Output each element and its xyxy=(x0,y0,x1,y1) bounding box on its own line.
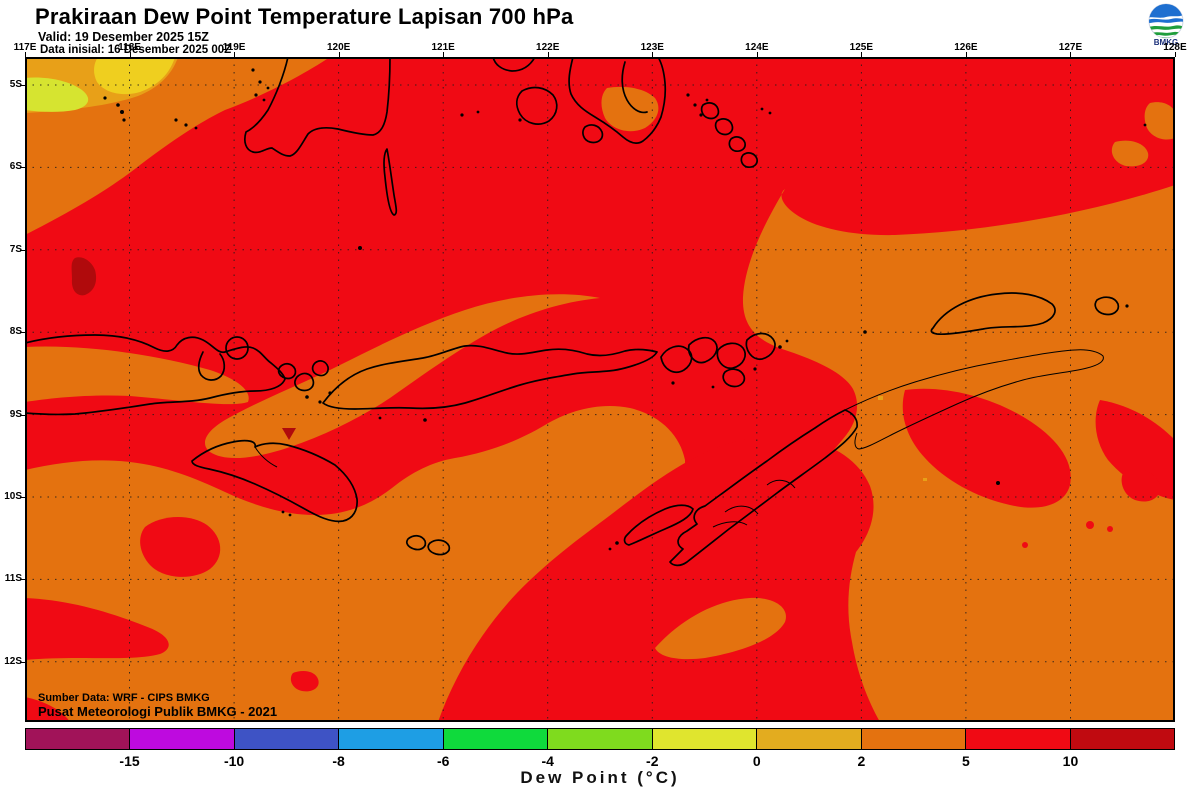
lon-tick-118E xyxy=(129,52,131,57)
colorbar-tick--2: -2 xyxy=(646,753,659,769)
lon-tick-126E xyxy=(965,52,967,57)
lon-tick-120E xyxy=(338,52,340,57)
lat-tick-9S xyxy=(20,414,25,416)
lon-label-125E: 125E xyxy=(849,42,874,53)
lon-label-128E: 128E xyxy=(1163,42,1187,53)
lon-label-126E: 126E xyxy=(954,42,978,53)
lon-tick-124E xyxy=(756,52,758,57)
lon-label-121E: 121E xyxy=(431,42,455,53)
colorbar-tick-0: 0 xyxy=(752,753,761,769)
colorbar-cell-0 xyxy=(26,729,131,749)
lon-label-118E: 118E xyxy=(118,42,141,53)
weather-map xyxy=(25,57,1175,722)
lon-label-119E: 119E xyxy=(222,42,246,53)
lon-label-122E: 122E xyxy=(536,42,560,53)
colorbar-cell-3 xyxy=(339,729,444,749)
contour-darkred-spots xyxy=(71,257,296,440)
colorbar-tick--10: -10 xyxy=(223,753,245,769)
contour-yellow-patch xyxy=(94,57,175,95)
lon-tick-117E xyxy=(25,52,26,57)
islet-specks xyxy=(103,68,1147,551)
colorbar-tick-10: 10 xyxy=(1062,753,1079,769)
lon-label-120E: 120E xyxy=(326,42,351,53)
lat-tick-11S xyxy=(20,579,25,581)
lon-tick-125E xyxy=(861,52,863,57)
lat-tick-12S xyxy=(20,661,25,663)
colorbar-cell-10 xyxy=(1070,729,1174,749)
lon-tick-119E xyxy=(234,52,236,57)
lon-tick-122E xyxy=(547,52,549,57)
data-source-label: Sumber Data: WRF - CIPS BMKG xyxy=(38,692,210,704)
colorbar-tick-5: 5 xyxy=(962,753,970,769)
lat-tick-10S xyxy=(20,497,25,498)
colorbar-tick-2: 2 xyxy=(857,753,866,769)
colorbar xyxy=(25,728,1175,750)
colorbar-tick--6: -6 xyxy=(436,753,450,769)
colorbar-cell-4 xyxy=(443,729,549,749)
colorbar-cell-2 xyxy=(234,729,340,749)
lon-label-117E: 117E xyxy=(13,42,37,53)
colorbar-cell-8 xyxy=(861,729,967,749)
contour-yellowgreen-patch xyxy=(25,77,89,112)
lon-tick-127E xyxy=(1070,52,1072,57)
map-border xyxy=(25,57,1175,722)
lon-label-127E: 127E xyxy=(1058,42,1083,53)
lon-label-123E: 123E xyxy=(640,42,664,53)
colorbar-cell-5 xyxy=(548,729,653,749)
lat-label-7S: 7S xyxy=(9,243,22,255)
lon-label-124E: 124E xyxy=(745,42,769,53)
colorbar-cell-1 xyxy=(130,729,235,749)
lon-tick-128E xyxy=(1174,52,1176,57)
bmkg-logo-icon xyxy=(1143,2,1189,48)
lat-tick-6S xyxy=(20,167,25,169)
colorbar-cell-7 xyxy=(757,729,862,749)
contour-orange-wedge xyxy=(655,597,786,660)
lat-label-9S: 9S xyxy=(9,408,22,420)
colorbar-title: Dew Point (°C) xyxy=(520,768,680,787)
bmkg-logo-graphic xyxy=(1148,3,1184,39)
lat-label-6S: 6S xyxy=(9,161,22,173)
lat-label-10S: 10S xyxy=(4,491,22,502)
lat-label-8S: 8S xyxy=(9,326,22,338)
colorbar-tick--8: -8 xyxy=(332,753,345,769)
lat-tick-7S xyxy=(20,249,25,251)
lat-tick-5S xyxy=(20,85,25,86)
lat-tick-8S xyxy=(20,332,25,334)
lon-tick-121E xyxy=(443,52,445,57)
lat-label-5S: 5S xyxy=(9,79,22,90)
lon-tick-123E xyxy=(652,52,654,57)
lat-label-11S: 11S xyxy=(4,573,22,585)
coastlines xyxy=(25,57,1147,567)
lat-label-12S: 12S xyxy=(4,655,22,667)
colorbar-tick--15: -15 xyxy=(119,753,140,769)
publisher-label: Pusat Meteorologi Publik BMKG - 2021 xyxy=(38,704,278,719)
colorbar-cell-6 xyxy=(652,729,758,749)
colorbar-tick--4: -4 xyxy=(541,753,554,769)
contour-amber-speck2 xyxy=(923,478,927,481)
contour-red-blobs xyxy=(25,388,1175,722)
contour-amber-speck xyxy=(878,396,883,400)
bmkg-logo-text: BMKG xyxy=(1153,38,1179,47)
init-time-label: Data inisial: 16 Desember 2025 00Z xyxy=(40,44,232,56)
valid-time-label: Valid: 19 Desember 2025 15Z xyxy=(38,30,209,44)
page-title: Prakiraan Dew Point Temperature Lapisan … xyxy=(35,4,574,29)
colorbar-cell-9 xyxy=(966,729,1071,749)
